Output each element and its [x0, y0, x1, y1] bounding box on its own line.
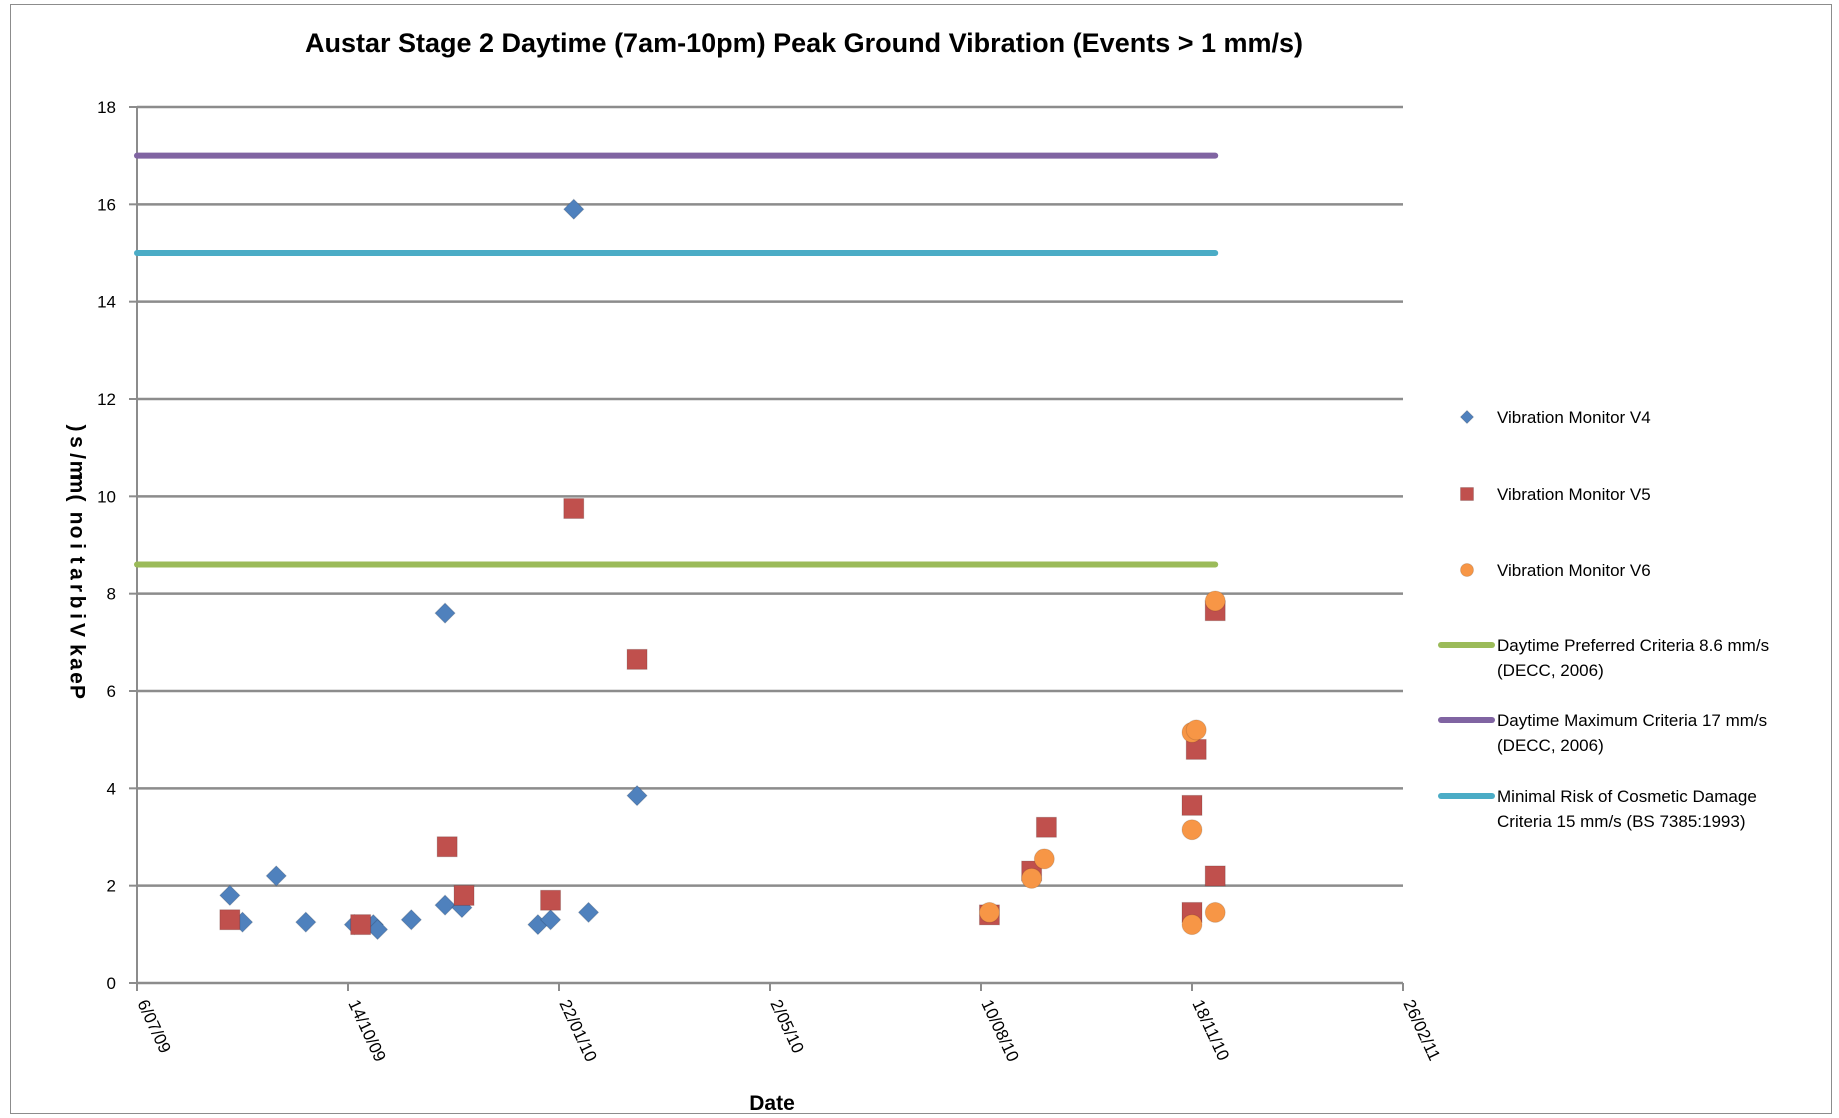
circle-point — [978, 901, 1000, 923]
square-point — [350, 914, 372, 936]
y-axis-title-char: s — [65, 436, 88, 448]
legend: Vibration Monitor V4 Vibration Monitor V5… — [1438, 408, 1769, 831]
diamond-point — [563, 198, 585, 220]
y-tick-label: 10 — [97, 487, 116, 506]
y-axis-title-char: i — [65, 613, 88, 619]
square-point — [1181, 794, 1203, 816]
y-axis-title-char: m — [65, 475, 88, 494]
y-axis-title-char: / — [65, 453, 88, 459]
y-tick-label: 2 — [107, 877, 116, 896]
legend-label: Vibration Monitor V4 — [1497, 408, 1651, 427]
diamond-point — [434, 894, 456, 916]
y-tick-label: 18 — [97, 98, 116, 117]
legend-label: (DECC, 2006) — [1497, 661, 1604, 680]
diamond-point — [434, 602, 456, 624]
circle-point — [1185, 719, 1207, 741]
chart-frame — [10, 4, 1832, 1114]
x-tick-label: 18/11/10 — [1188, 997, 1233, 1064]
data-points — [219, 198, 1226, 941]
criteria-lines — [134, 152, 1219, 568]
square-point — [540, 889, 562, 911]
diamond-point — [626, 784, 648, 807]
square-point — [626, 648, 648, 670]
y-axis-title-char: r — [65, 584, 88, 592]
y-axis-title-char: i — [65, 543, 88, 549]
legend-label: Vibration Monitor V5 — [1497, 485, 1651, 504]
chart-title: Austar Stage 2 Daytime (7am-10pm) Peak G… — [305, 28, 1303, 58]
diamond-point — [219, 884, 241, 907]
diamond-point — [400, 909, 423, 931]
legend-label: Daytime Preferred Criteria 8.6 mm/s — [1497, 636, 1769, 655]
y-axis-title-char: k — [65, 644, 88, 656]
axes — [129, 106, 1404, 991]
y-axis-title-char: a — [65, 658, 88, 670]
legend-label: (DECC, 2006) — [1497, 736, 1604, 755]
gridlines — [137, 105, 1403, 887]
y-tick-labels: 0 2 4 6 8 10 12 14 16 18 — [97, 98, 116, 993]
y-axis-title-char: P — [65, 685, 88, 699]
x-tick-label: 26/02/11 — [1399, 997, 1444, 1064]
y-tick-label: 4 — [107, 779, 116, 798]
circle-point — [1181, 914, 1203, 936]
circle-point — [1021, 867, 1043, 889]
y-axis-title-char: n — [65, 512, 88, 525]
diamond-point — [366, 918, 389, 941]
y-tick-label: 8 — [107, 585, 116, 604]
y-axis-title-char: t — [65, 557, 88, 564]
x-tick-label: 14/10/09 — [344, 997, 389, 1065]
y-axis-title-char: ( — [65, 495, 88, 502]
y-axis-title-char: e — [65, 672, 88, 684]
legend-label: Criteria 15 mm/s (BS 7385:1993) — [1497, 812, 1746, 831]
square-point — [1035, 816, 1057, 838]
x-tick-label: 2/05/10 — [766, 997, 807, 1056]
legend-diamond-symbol — [1459, 409, 1475, 425]
legend-label: Daytime Maximum Criteria 17 mm/s — [1497, 711, 1767, 730]
legend-circle-symbol — [1460, 563, 1474, 577]
y-tick-label: 16 — [97, 195, 116, 214]
x-tick-label: 6/07/09 — [133, 997, 174, 1056]
square-point — [219, 909, 241, 931]
circle-point — [1204, 590, 1226, 612]
x-axis-title: Date — [749, 1092, 795, 1115]
y-tick-label: 14 — [97, 293, 116, 312]
y-axis-title-char: a — [65, 568, 88, 580]
legend-label: Vibration Monitor V6 — [1497, 561, 1651, 580]
y-axis-title-char: o — [65, 526, 88, 539]
y-axis-title-char: b — [65, 596, 88, 609]
circle-point — [1181, 819, 1203, 841]
y-tick-label: 0 — [107, 974, 116, 993]
x-tick-label: 22/01/10 — [555, 997, 600, 1065]
square-point — [453, 884, 475, 906]
x-tick-labels: 6/07/09 14/10/09 22/01/10 2/05/10 10/08/10 18… — [133, 997, 1444, 1065]
circle-point — [1033, 848, 1055, 870]
x-tick-label: 10/08/10 — [977, 997, 1022, 1065]
y-axis-title-char: V — [65, 623, 88, 637]
legend-square-symbol — [1460, 487, 1474, 501]
diamond-point — [295, 911, 317, 933]
square-point — [563, 498, 585, 519]
diamond-point — [577, 901, 600, 924]
circle-point — [1204, 901, 1226, 923]
square-point — [1204, 865, 1226, 887]
y-tick-label: 12 — [97, 390, 116, 409]
square-point — [436, 836, 458, 858]
y-axis-title-char: ) — [65, 425, 88, 432]
diamond-point — [539, 909, 562, 931]
y-axis-title-char: m — [65, 461, 88, 480]
y-tick-label: 6 — [107, 682, 116, 701]
legend-label: Minimal Risk of Cosmetic Damage — [1497, 787, 1757, 806]
diamond-point — [265, 865, 287, 887]
